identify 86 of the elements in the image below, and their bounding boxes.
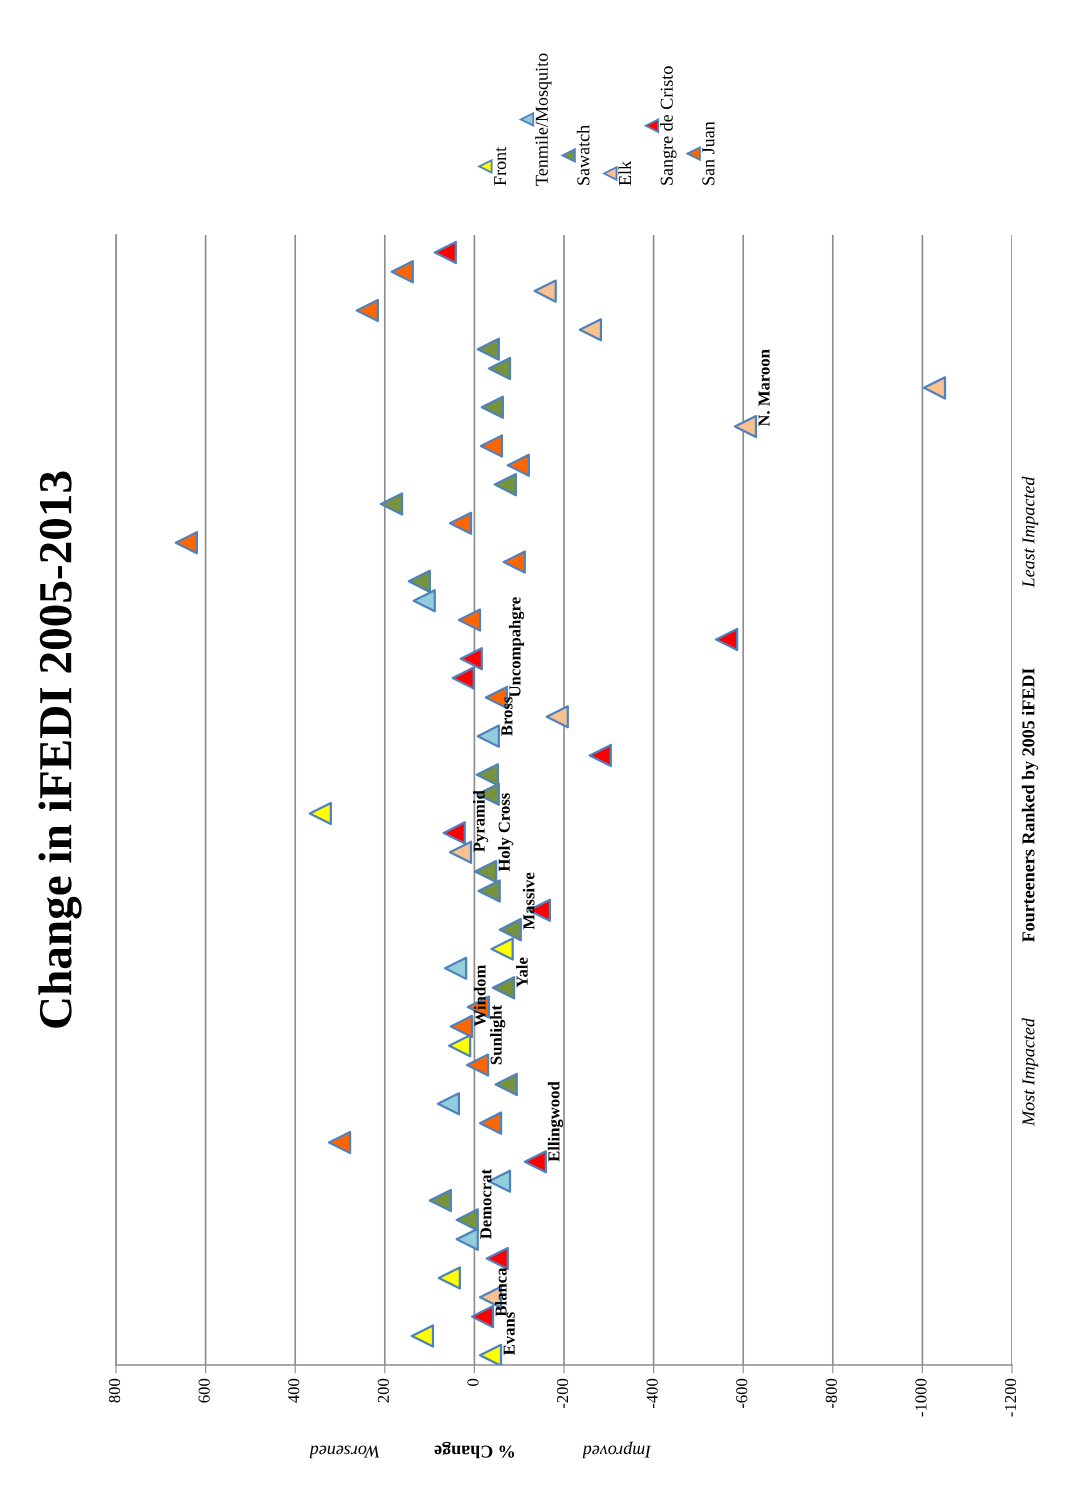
legend-label: Sawatch [576,125,590,185]
point [457,608,482,632]
point [379,492,404,516]
point [437,1266,461,1290]
point [412,589,436,613]
point [470,1304,495,1329]
point [465,1053,490,1077]
point [477,879,501,903]
point [733,414,758,439]
data-label: Ellingwood [547,1081,564,1162]
data-label: Uncompahgre [508,597,525,698]
point [479,434,504,458]
point [390,260,414,284]
data-label: Democrat [480,1168,492,1239]
point [327,1130,352,1155]
point [449,1014,474,1039]
point [308,801,332,826]
point [588,743,612,768]
data-label: Sunlight [490,1004,506,1065]
point [533,279,557,303]
point [714,627,739,652]
point [355,298,379,323]
x-tick-label: -800 [825,1378,837,1409]
point [498,918,522,942]
point [523,1150,547,1174]
point [487,356,512,381]
point [448,840,473,864]
point [455,1208,479,1232]
point [407,569,431,593]
x-tick-label: -1000 [915,1378,927,1417]
x-tick-label: 400 [288,1378,300,1403]
x-tick-label: 200 [377,1378,389,1403]
point [502,550,526,574]
point [494,1072,518,1097]
x-tick-label: 600 [198,1378,210,1403]
point [436,1092,461,1116]
text: Change in iFEDI 2005-2013 [38,471,82,1028]
legend-label: Tenmile/Mosquito [535,53,552,186]
point [476,337,500,361]
legend-label: Sangre de Cristo [660,66,677,185]
point [447,1034,472,1058]
text: Worsened [309,1445,380,1459]
data-label: Pyramid [473,790,489,852]
text: Least Impacted [1021,476,1039,588]
data-label: N. Maroon [758,349,770,427]
legend-label: San Juan [702,121,715,185]
data-label: Bross [501,697,513,736]
point [490,937,514,961]
point [478,1343,503,1365]
x-tick-label: -600 [736,1378,748,1409]
point [451,666,475,690]
point [493,472,517,497]
x-tick-label: -400 [646,1378,658,1409]
text: Improved [582,1441,652,1459]
point [459,647,483,671]
point [442,821,466,845]
y-axis-title: Fourteeners Ranked by 2005 iFEDI [1021,668,1039,943]
point [480,395,504,419]
point [433,240,457,265]
point [428,1188,452,1213]
text: Most Impacted [1021,1018,1039,1127]
point [578,318,603,342]
point [443,956,468,980]
x-tick-label: 800 [108,1378,121,1403]
point [506,453,530,477]
legend-label: Elk [618,160,631,186]
point [473,859,498,884]
data-label: Holy Cross [498,793,514,872]
point [476,724,500,748]
legend-label: Front [494,146,507,186]
x-axis-title: % Change [434,1441,515,1459]
point [475,763,500,787]
point [491,976,516,1000]
point [478,1111,503,1135]
x-tick-label: -200 [556,1378,569,1409]
data-label: Yale [516,957,528,988]
x-tick-label: 0 [467,1378,479,1386]
point [922,376,947,400]
point [455,1227,479,1251]
point [174,531,198,555]
point [448,511,473,535]
point [410,1324,435,1348]
x-tick-label: -1200 [1004,1378,1017,1417]
data-label: Massive [522,872,535,930]
data-label: Windom [473,964,486,1027]
point [545,705,569,729]
